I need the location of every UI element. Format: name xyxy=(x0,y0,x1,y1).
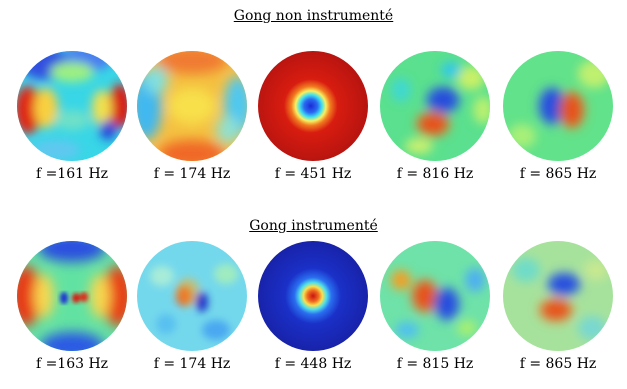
section-title-instrumented: Gong instrumenté xyxy=(249,218,378,234)
frequency-label: f = 865 Hz xyxy=(519,166,597,182)
frequency-label: f =161 Hz xyxy=(35,166,109,182)
frequency-label: f = 174 Hz xyxy=(153,356,231,372)
frequency-label: f = 451 Hz xyxy=(274,166,352,182)
modal-shape-map xyxy=(380,241,490,351)
section-title-non-instrumented: Gong non instrumenté xyxy=(233,8,394,24)
frequency-label: f = 174 Hz xyxy=(153,166,231,182)
modal-shape-map xyxy=(137,241,247,351)
frequency-label: f =163 Hz xyxy=(35,356,109,372)
mode-plot-1-3: f = 451 Hz xyxy=(251,50,375,182)
modal-shape-map xyxy=(503,241,613,351)
mode-plot-1-1: f =161 Hz xyxy=(10,50,134,182)
modal-shape-map xyxy=(258,241,368,351)
modal-shape-map xyxy=(17,241,127,351)
frequency-label: f = 865 Hz xyxy=(519,356,597,372)
mode-plot-2-2: f = 174 Hz xyxy=(130,240,254,372)
frequency-label: f = 816 Hz xyxy=(396,166,474,182)
frequency-label: f = 448 Hz xyxy=(274,356,352,372)
modal-shape-map xyxy=(503,51,613,161)
mode-plot-2-1: f =163 Hz xyxy=(10,240,134,372)
mode-plot-1-2: f = 174 Hz xyxy=(130,50,254,182)
frequency-label: f = 815 Hz xyxy=(396,356,474,372)
mode-plot-2-3: f = 448 Hz xyxy=(251,240,375,372)
mode-plot-1-5: f = 865 Hz xyxy=(496,50,620,182)
mode-plot-1-4: f = 816 Hz xyxy=(373,50,497,182)
mode-plot-2-4: f = 815 Hz xyxy=(373,240,497,372)
modal-shape-map xyxy=(17,51,127,161)
modal-shape-map xyxy=(258,51,368,161)
modal-shape-map xyxy=(380,51,490,161)
mode-plot-2-5: f = 865 Hz xyxy=(496,240,620,372)
modal-shape-map xyxy=(137,51,247,161)
